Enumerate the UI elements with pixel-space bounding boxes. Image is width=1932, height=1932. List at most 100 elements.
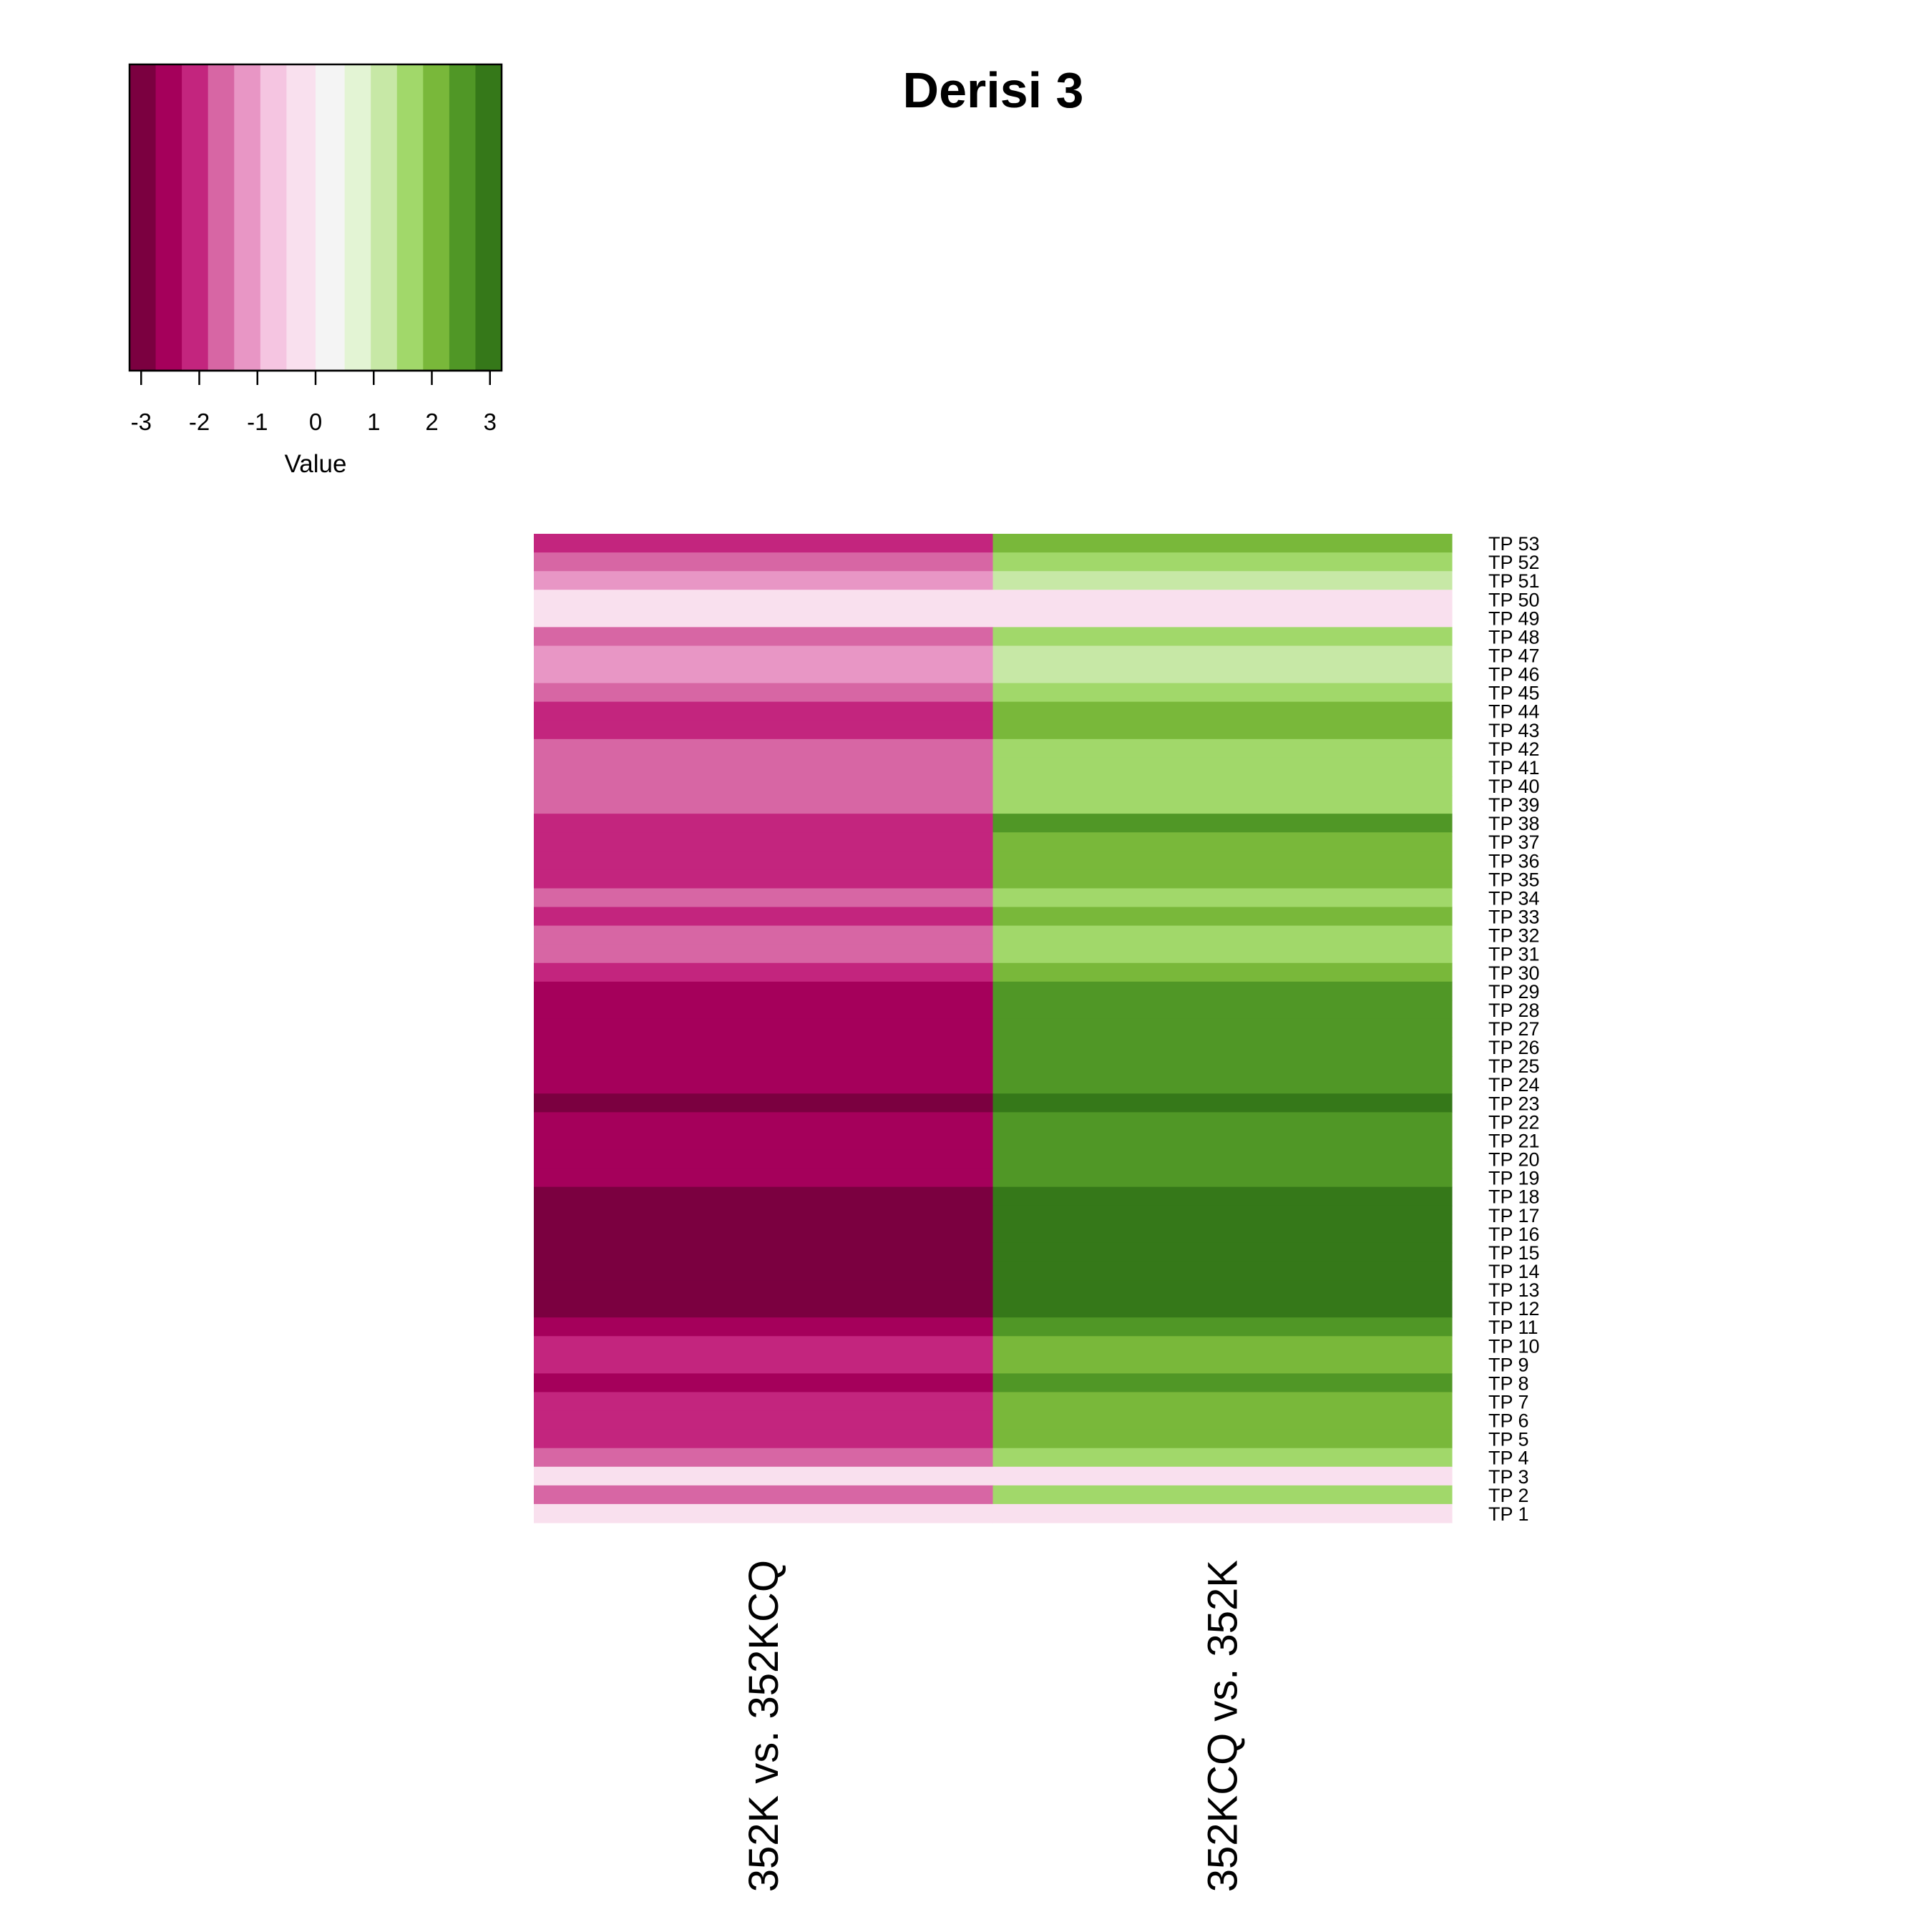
- heatmap-cell: [992, 534, 1453, 553]
- row-label: TP 32: [1488, 925, 1540, 947]
- row-label: TP 8: [1488, 1372, 1529, 1394]
- heatmap-cell: [992, 907, 1453, 927]
- heatmap-cell: [534, 664, 994, 684]
- row-label: TP 15: [1488, 1242, 1540, 1264]
- heatmap-cell: [992, 1131, 1453, 1151]
- row-label: TP 3: [1488, 1466, 1529, 1488]
- color-key-band: [316, 64, 346, 371]
- heatmap-cell: [992, 1485, 1453, 1505]
- heatmap-cell: [534, 738, 994, 758]
- heatmap-cell: [534, 981, 994, 1001]
- heatmap-cell: [992, 1075, 1453, 1094]
- heatmap-cell: [534, 944, 994, 964]
- heatmap-cell: [534, 1131, 994, 1151]
- heatmap-cell: [534, 1503, 994, 1523]
- row-label: TP 47: [1488, 645, 1540, 666]
- row-label: TP 10: [1488, 1335, 1540, 1357]
- heatmap-cell: [992, 814, 1453, 833]
- color-key-band: [208, 64, 235, 371]
- row-label: TP 16: [1488, 1224, 1540, 1245]
- heatmap-cell: [534, 1168, 994, 1188]
- row-label: TP 25: [1488, 1055, 1540, 1077]
- row-label: TP 7: [1488, 1392, 1529, 1413]
- color-key-band: [234, 64, 261, 371]
- heatmap-cell: [992, 1093, 1453, 1113]
- heatmap-cell: [992, 981, 1453, 1001]
- row-label: TP 21: [1488, 1130, 1540, 1151]
- row-label: TP 31: [1488, 944, 1540, 965]
- row-label: TP 5: [1488, 1429, 1529, 1450]
- row-label: TP 43: [1488, 720, 1540, 741]
- heatmap-cell: [534, 1355, 994, 1374]
- heatmap-cell: [534, 795, 994, 814]
- column-labels: 352K vs. 352KCQ 352KCQ vs. 352K: [741, 1560, 1246, 1893]
- color-key-band: [155, 64, 182, 371]
- heatmap-cell: [992, 1261, 1453, 1281]
- row-label: TP 46: [1488, 664, 1540, 686]
- row-label: TP 34: [1488, 887, 1540, 909]
- color-key-band: [286, 64, 316, 371]
- heatmap-cell: [992, 1503, 1453, 1523]
- heatmap-cell: [992, 608, 1453, 628]
- row-label: TP 27: [1488, 1018, 1540, 1040]
- heatmap-cell: [534, 1485, 994, 1505]
- heatmap-cell: [534, 1261, 994, 1281]
- heatmap-cell: [992, 645, 1453, 665]
- heatmap-cell: [534, 1205, 994, 1225]
- heatmap-cell: [534, 962, 994, 982]
- heatmap-cell: [534, 552, 994, 572]
- heatmap-cell: [992, 571, 1453, 590]
- row-label: TP 6: [1488, 1410, 1529, 1432]
- heatmap-cell: [534, 925, 994, 945]
- row-label: TP 41: [1488, 757, 1540, 779]
- heatmap-cell: [534, 869, 994, 889]
- heatmap-cell: [992, 888, 1453, 908]
- heatmap-cell: [992, 1186, 1453, 1206]
- row-label: TP 35: [1488, 869, 1540, 890]
- heatmap-cell: [992, 1149, 1453, 1169]
- row-label: TP 52: [1488, 552, 1540, 573]
- heatmap-cell: [992, 1336, 1453, 1355]
- heatmap-cell: [534, 1224, 994, 1244]
- heatmap-cell: [992, 1205, 1453, 1225]
- color-key-tick-label: -2: [189, 409, 210, 435]
- heatmap-cell: [534, 832, 994, 852]
- heatmap-cell: [992, 720, 1453, 740]
- color-key-band: [449, 64, 477, 371]
- heatmap-cell: [992, 1410, 1453, 1430]
- heatmap-cell: [992, 1373, 1453, 1393]
- heatmap-cell: [992, 1000, 1453, 1020]
- heatmap-cell: [534, 1038, 994, 1057]
- row-label: TP 26: [1488, 1037, 1540, 1058]
- row-label: TP 13: [1488, 1279, 1540, 1301]
- row-label: TP 17: [1488, 1205, 1540, 1226]
- heatmap-cell: [534, 1373, 994, 1393]
- heatmap-cell: [534, 1056, 994, 1075]
- heatmap-cell: [534, 1448, 994, 1468]
- row-label: TP 30: [1488, 962, 1540, 984]
- color-key-band: [260, 64, 287, 371]
- heatmap-cell: [534, 1000, 994, 1020]
- row-label: TP 4: [1488, 1448, 1529, 1469]
- color-key-xlabel: Value: [285, 450, 347, 478]
- heatmap-cell: [534, 1186, 994, 1206]
- heatmap-cell: [992, 925, 1453, 945]
- heatmap-cell: [992, 1448, 1453, 1468]
- heatmap-cell: [534, 1280, 994, 1299]
- heatmap-cell: [992, 851, 1453, 870]
- heatmap-cell: [992, 590, 1453, 609]
- row-label: TP 39: [1488, 794, 1540, 816]
- heatmap-cell: [534, 720, 994, 740]
- row-label: TP 20: [1488, 1149, 1540, 1171]
- heatmap-cell: [992, 738, 1453, 758]
- heatmap-cell: [534, 1410, 994, 1430]
- row-label: TP 24: [1488, 1074, 1540, 1096]
- heatmap-cell: [992, 1355, 1453, 1374]
- color-key-band: [396, 64, 424, 371]
- row-label: TP 48: [1488, 626, 1540, 648]
- row-label: TP 2: [1488, 1485, 1529, 1506]
- color-key-tick-label: -1: [247, 409, 268, 435]
- row-label: TP 9: [1488, 1354, 1529, 1375]
